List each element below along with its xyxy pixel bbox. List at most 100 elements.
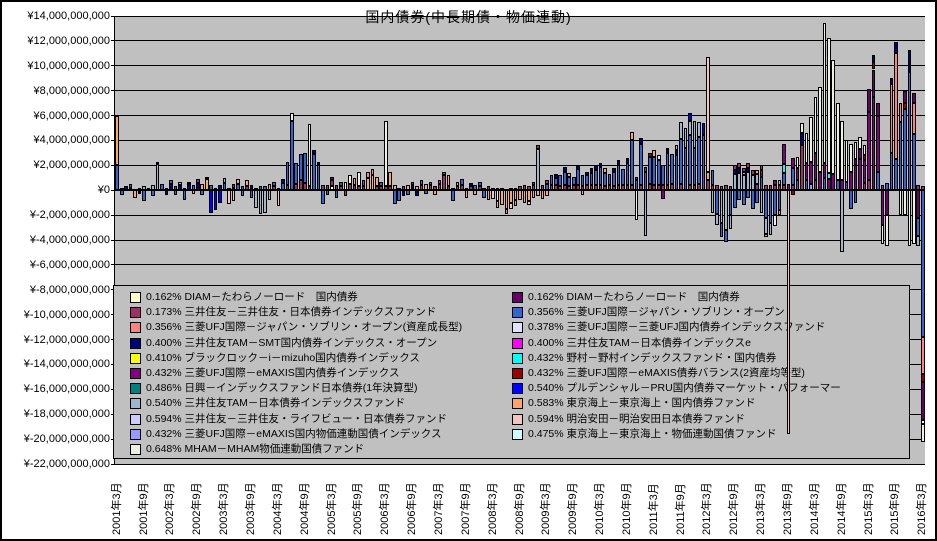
y-axis-tick — [111, 189, 115, 191]
legend-swatch-icon — [512, 352, 523, 364]
y-axis-tick-label: ¥0 — [97, 184, 110, 197]
legend-item: 0.648% MHAM－MHAM物価連動国債ファンド — [130, 443, 364, 456]
y-axis-tick — [111, 40, 115, 42]
legend-item-label: 0.378% 三菱UFJ国際－三菱UFJ国内債券インデックスファンド — [528, 321, 826, 334]
gridline — [115, 164, 925, 166]
y-axis-line — [114, 16, 115, 464]
legend-swatch-icon — [512, 292, 523, 303]
y-axis-tick-label: ¥-14,000,000,000 — [23, 358, 110, 371]
y-axis-tick-label: ¥-10,000,000,000 — [23, 308, 110, 321]
legend-item: 0.378% 三菱UFJ国際－三菱UFJ国内債券インデックスファンド — [512, 321, 825, 334]
legend-item-label: 0.162% DIAM－たわらノーロード 国内債券 — [146, 291, 358, 303]
x-axis-tick-label: 2006年9月 — [406, 482, 419, 535]
legend-swatch-icon — [130, 368, 141, 379]
legend-item-label: 0.400% 三井住友TAM－日本債券インデックスe — [528, 336, 751, 349]
x-axis-tick-label: 2007年3月 — [432, 482, 445, 535]
chart-title: 国内債券(中長期債・物価連動) — [365, 9, 572, 25]
gridline — [115, 139, 925, 141]
legend-item: 0.594% 明治安田－明治安田日本債券ファンド — [512, 413, 745, 426]
y-axis-tick — [111, 463, 115, 465]
gridline — [115, 214, 925, 216]
y-axis-tick-label: ¥6,000,000,000 — [33, 109, 110, 122]
legend-swatch-icon — [512, 398, 523, 410]
y-axis-tick — [111, 90, 115, 92]
y-axis-tick — [111, 214, 115, 216]
x-axis-tick-label: 2007年9月 — [459, 482, 472, 535]
legend-item: 0.432% 野村－野村インデックスファンド・国内債券 — [512, 352, 776, 365]
legend: 0.162% DIAM－たわらノーロード 国内債券 0.173% 三井住友－三井住… — [113, 285, 910, 459]
y-axis-tick-label: ¥-18,000,000,000 — [23, 408, 110, 421]
legend-item: 0.410% ブラックロック－i－mizuho国内債券インデックス — [130, 352, 420, 365]
legend-swatch-icon — [130, 383, 141, 395]
y-axis-tick-label: ¥8,000,000,000 — [33, 84, 110, 97]
legend-item: 0.356% 三菱UFJ国際－ジャパン・ソブリン・オープン — [512, 306, 785, 319]
legend-swatch-icon — [130, 352, 141, 364]
legend-item-label: 0.475% 東京海上－東京海上・物価連動国債ファンド — [528, 427, 777, 440]
y-axis-tick — [111, 15, 115, 17]
legend-item-label: 0.400% 三井住友TAM－SMT国内債券インデックス・オープン — [146, 336, 438, 349]
legend-item: 0.432% 三菱UFJ国際－eMAXIS国内債券インデックス — [130, 367, 399, 380]
gridline — [115, 189, 925, 192]
legend-swatch-icon — [130, 337, 141, 349]
legend-item: 0.475% 東京海上－東京海上・物価連動国債ファンド — [512, 428, 777, 441]
legend-item: 0.356% 三菱UFJ国際－ジャパン・ソブリン・オープン(資産成長型) — [130, 321, 462, 334]
x-axis-tick-label: 2002年9月 — [191, 482, 204, 535]
legend-item: 0.432% 三菱UFJ国際－eMAXIS国内物価連動国債インデックス — [130, 428, 441, 441]
y-axis-tick — [111, 115, 115, 117]
legend-swatch-icon — [130, 428, 141, 440]
y-axis-tick-label: ¥-16,000,000,000 — [23, 383, 110, 396]
y-axis-tick — [111, 65, 115, 67]
gridline — [115, 239, 925, 241]
x-axis-tick-label: 2005年9月 — [352, 482, 365, 535]
gridline — [115, 264, 925, 266]
y-axis-tick-label: ¥14,000,000,000 — [27, 10, 110, 22]
x-axis-tick-label: 2009年3月 — [540, 482, 553, 535]
legend-item: 0.583% 東京海上－東京海上・国内債券ファンド — [512, 397, 756, 410]
legend-swatch-icon — [130, 398, 141, 410]
gridline — [115, 463, 925, 465]
legend-item: 0.486% 日興－インデックスファンド日本債券(1年決算型) — [130, 382, 418, 395]
legend-item: 0.594% 三井住友－三井住友・ライフビュー・日本債券ファンド — [130, 413, 447, 426]
legend-swatch-icon — [512, 322, 523, 334]
x-axis-tick-label: 2006年3月 — [379, 482, 392, 535]
legend-swatch-icon — [512, 383, 523, 395]
gridline — [115, 40, 925, 42]
legend-item-label: 0.432% 三菱UFJ国際－eMAXIS債券バランス(2資産均等型) — [528, 367, 805, 379]
y-axis-tick-label: ¥12,000,000,000 — [27, 34, 110, 47]
legend-item: 0.400% 三井住友TAM－SMT国内債券インデックス・オープン — [130, 337, 437, 350]
x-axis-tick-label: 2012年3月 — [701, 482, 714, 535]
legend-item-label: 0.432% 三菱UFJ国際－eMAXIS国内物価連動国債インデックス — [146, 427, 442, 440]
y-axis-tick-label: ¥-2,000,000,000 — [29, 209, 110, 222]
y-axis-tick-label: ¥-22,000,000,000 — [23, 458, 110, 470]
x-axis-tick-label: 2016年3月 — [916, 482, 929, 535]
legend-item-label: 0.648% MHAM－MHAM物価連動国債ファンド — [146, 443, 365, 455]
x-axis-tick-label: 2013年9月 — [782, 482, 794, 535]
y-axis-tick-label: ¥-8,000,000,000 — [29, 283, 110, 296]
y-axis-tick — [111, 139, 115, 141]
legend-swatch-icon — [512, 368, 523, 379]
legend-item: 0.432% 三菱UFJ国際－eMAXIS債券バランス(2資産均等型) — [512, 367, 805, 380]
x-axis-tick-label: 2008年3月 — [486, 482, 499, 535]
x-axis-tick-label: 2003年9月 — [244, 482, 257, 535]
y-axis-tick — [111, 264, 115, 266]
y-axis-tick-label: ¥-6,000,000,000 — [29, 258, 110, 271]
x-axis-tick-label: 2015年9月 — [889, 482, 902, 535]
legend-item-label: 0.162% DIAM－たわらノーロード 国内債券 — [528, 291, 740, 303]
legend-swatch-icon — [512, 307, 523, 319]
legend-item-label: 0.540% プルデンシャル－PRU国内債券マーケット・パフォーマー — [528, 382, 841, 395]
legend-item-label: 0.173% 三井住友－三井住友・日本債券インデックスファンド — [146, 306, 437, 319]
x-axis-tick-label: 2014年9月 — [835, 482, 848, 535]
legend-swatch-icon — [130, 292, 141, 303]
legend-swatch-icon — [130, 307, 141, 319]
x-axis-tick-label: 2011年9月 — [674, 483, 687, 535]
legend-item-label: 0.594% 三井住友－三井住友・ライフビュー・日本債券ファンド — [146, 412, 448, 425]
legend-item-label: 0.356% 三菱UFJ国際－ジャパン・ソブリン・オープン — [528, 306, 785, 319]
legend-item-label: 0.486% 日興－インデックスファンド日本債券(1年決算型) — [146, 382, 418, 395]
y-axis-tick-label: ¥-20,000,000,000 — [23, 433, 110, 446]
x-axis-tick-label: 2002年3月 — [164, 482, 177, 535]
gridline — [115, 65, 925, 67]
x-axis-tick-label: 2011年3月 — [647, 483, 660, 535]
legend-item-label: 0.410% ブラックロック－i－mizuho国内債券インデックス — [146, 351, 420, 364]
legend-item-label: 0.432% 三菱UFJ国際－eMAXIS国内債券インデックス — [146, 367, 400, 379]
x-axis-tick-label: 2003年3月 — [218, 482, 231, 535]
